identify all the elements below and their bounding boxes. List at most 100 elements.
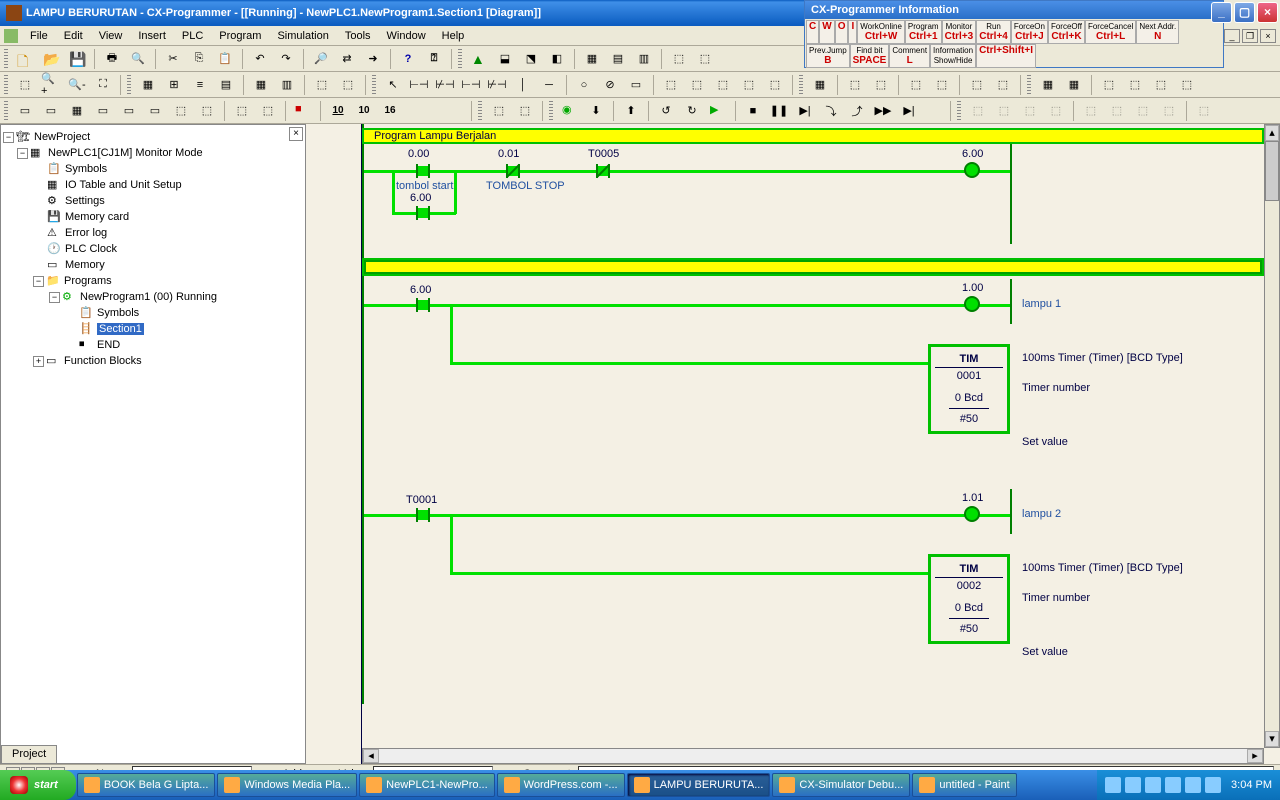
monitor1[interactable]: ▦ <box>809 74 831 96</box>
help-button[interactable]: ? <box>397 48 419 70</box>
tray-icon[interactable] <box>1105 777 1121 793</box>
redo-button[interactable]: ↷ <box>275 48 297 70</box>
tree-expander[interactable]: − <box>3 132 14 143</box>
contact-nc[interactable]: ⊬⊣ <box>434 74 456 96</box>
tree-item[interactable]: 📋Symbols <box>3 305 303 321</box>
hline[interactable]: ─ <box>538 74 560 96</box>
maximize-button[interactable]: ▢ <box>1234 2 1255 23</box>
dis2[interactable]: ⬚ <box>993 100 1015 122</box>
dis1[interactable]: ⬚ <box>967 100 989 122</box>
tree-expander[interactable]: + <box>33 356 44 367</box>
tree-item[interactable]: 🪜Section1 <box>3 321 303 337</box>
zoom-out[interactable]: 🔍- <box>66 74 88 96</box>
view3[interactable]: ≡ <box>189 74 211 96</box>
cursor-tool[interactable]: ↖ <box>382 74 404 96</box>
dis9[interactable]: ⬚ <box>1193 100 1215 122</box>
contact[interactable] <box>412 298 434 312</box>
tree-item[interactable]: ⚠Error log <box>3 225 303 241</box>
tree-close-button[interactable]: × <box>289 127 303 141</box>
view8[interactable]: ⬚ <box>337 74 359 96</box>
system-tray[interactable]: 3:04 PM <box>1097 770 1280 800</box>
run-reset[interactable]: ↺ <box>655 100 677 122</box>
t3-6[interactable]: ▭ <box>144 100 166 122</box>
t3-5[interactable]: ▭ <box>118 100 140 122</box>
tree-expander[interactable]: − <box>17 148 28 159</box>
scroll-left[interactable]: ◂ <box>363 749 379 763</box>
lad-t3[interactable]: ⬚ <box>712 74 734 96</box>
output-coil[interactable] <box>964 162 980 178</box>
monitor2[interactable]: ⬚ <box>844 74 866 96</box>
timer-function[interactable]: TIM 0001 0 Bcd #50 <box>928 344 1010 434</box>
project-tree[interactable]: −🏗NewProject −▦NewPLC1[CJ1M] Monitor Mod… <box>1 125 305 373</box>
menu-tools[interactable]: Tools <box>337 28 379 44</box>
contact-branch[interactable] <box>412 206 434 220</box>
menu-window[interactable]: Window <box>379 28 434 44</box>
lad-t1[interactable]: ⬚ <box>660 74 682 96</box>
view5[interactable]: ▦ <box>250 74 272 96</box>
zoom-in[interactable]: 🔍+ <box>40 74 62 96</box>
win2[interactable]: ▦ <box>1063 74 1085 96</box>
view7[interactable]: ⬚ <box>311 74 333 96</box>
preview-button[interactable]: 🔍 <box>127 48 149 70</box>
coil-not[interactable]: ⊘ <box>599 74 621 96</box>
tool2[interactable]: ⬓ <box>494 48 516 70</box>
sim2[interactable]: ⬚ <box>514 100 536 122</box>
project-tab[interactable]: Project <box>1 745 57 763</box>
tool9[interactable]: ⬚ <box>694 48 716 70</box>
goto-button[interactable]: ➜ <box>362 48 384 70</box>
find-button[interactable]: 🔎 <box>310 48 332 70</box>
minimize-button[interactable]: _ <box>1211 2 1232 23</box>
menu-view[interactable]: View <box>91 28 131 44</box>
win4[interactable]: ⬚ <box>1124 74 1146 96</box>
output-coil[interactable] <box>964 296 980 312</box>
taskbar-item[interactable]: untitled - Paint <box>912 773 1016 797</box>
dis8[interactable]: ⬚ <box>1158 100 1180 122</box>
scroll-down[interactable]: ▾ <box>1265 731 1279 747</box>
tree-item[interactable]: ▦IO Table and Unit Setup <box>3 177 303 193</box>
tool4[interactable]: ◧ <box>546 48 568 70</box>
dis5[interactable]: ⬚ <box>1080 100 1102 122</box>
undo-button[interactable]: ↶ <box>249 48 271 70</box>
tool8[interactable]: ⬚ <box>668 48 690 70</box>
menu-insert[interactable]: Insert <box>130 28 174 44</box>
sim-connect[interactable]: ◉ <box>559 100 581 122</box>
scroll-thumb[interactable] <box>1265 141 1279 201</box>
scroll-up[interactable]: ▴ <box>1265 125 1279 141</box>
tool5[interactable]: ▦ <box>581 48 603 70</box>
coil-out[interactable]: ○ <box>573 74 595 96</box>
replace-button[interactable]: ⇄ <box>336 48 358 70</box>
run-pause[interactable]: ❚❚ <box>768 100 790 122</box>
t3-7[interactable]: ⬚ <box>170 100 192 122</box>
taskbar-item[interactable]: NewPLC1-NewPro... <box>359 773 494 797</box>
timer-function[interactable]: TIM 0002 0 Bcd #50 <box>928 554 1010 644</box>
run-stepout[interactable]: ⤴ <box>846 100 868 122</box>
run-end[interactable]: ▶| <box>898 100 920 122</box>
win3[interactable]: ⬚ <box>1098 74 1120 96</box>
tool6[interactable]: ▤ <box>607 48 629 70</box>
tree-item[interactable]: ▭Memory <box>3 257 303 273</box>
view1[interactable]: ▦ <box>137 74 159 96</box>
new-button[interactable]: 🗋 <box>14 48 36 70</box>
run-stop[interactable]: ■ <box>742 100 764 122</box>
tray-icon[interactable] <box>1185 777 1201 793</box>
close-button[interactable]: × <box>1257 2 1278 23</box>
tray-icon[interactable] <box>1125 777 1141 793</box>
tool7[interactable]: ▥ <box>633 48 655 70</box>
ladder-canvas[interactable]: 0 Program Lampu Berjalan 0.00tombol star… <box>362 124 1264 748</box>
mdi-close[interactable]: × <box>1260 29 1276 43</box>
dis7[interactable]: ⬚ <box>1132 100 1154 122</box>
monitor5[interactable]: ⬚ <box>931 74 953 96</box>
menu-simulation[interactable]: Simulation <box>269 28 336 44</box>
dis6[interactable]: ⬚ <box>1106 100 1128 122</box>
monitor4[interactable]: ⬚ <box>905 74 927 96</box>
cut-button[interactable]: ✂ <box>162 48 184 70</box>
contact-or[interactable]: ⊢⊣ <box>460 74 482 96</box>
t3-13[interactable]: 10 <box>353 100 375 122</box>
tray-icon[interactable] <box>1145 777 1161 793</box>
sim-ul[interactable]: ⬆ <box>620 100 642 122</box>
win1[interactable]: ▦ <box>1037 74 1059 96</box>
copy-button[interactable]: ⎘ <box>188 48 210 70</box>
dis3[interactable]: ⬚ <box>1019 100 1041 122</box>
view6[interactable]: ▥ <box>276 74 298 96</box>
tree-item[interactable]: 🕐PLC Clock <box>3 241 303 257</box>
